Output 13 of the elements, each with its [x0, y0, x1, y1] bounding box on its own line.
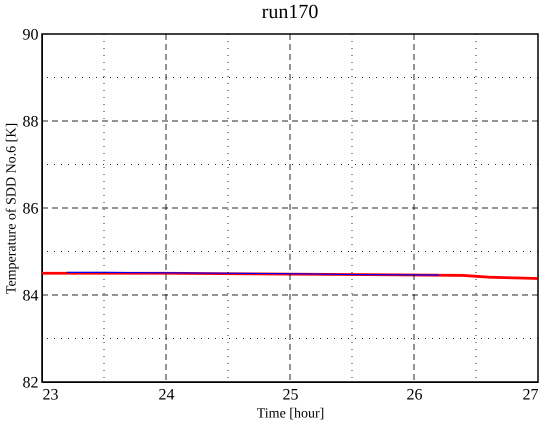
y-tick-label: 84	[22, 288, 38, 304]
y-tick-label: 82	[22, 374, 38, 392]
chart-title: run170	[262, 1, 318, 23]
x-tick-label: 26	[406, 386, 422, 404]
x-tick-label: 25	[282, 386, 298, 404]
x-tick-label: 24	[158, 386, 174, 404]
y-axis-title: Temperature of SDD No.6 [K]	[4, 122, 20, 294]
y-tick-label: 90	[22, 26, 38, 44]
y-tick-label: 86	[22, 200, 38, 218]
x-tick-label: 27	[522, 386, 538, 404]
y-tick-label: 88	[22, 114, 38, 130]
x-axis-title: Time [hour]	[256, 406, 324, 422]
x-tick-label: 23	[42, 386, 58, 404]
